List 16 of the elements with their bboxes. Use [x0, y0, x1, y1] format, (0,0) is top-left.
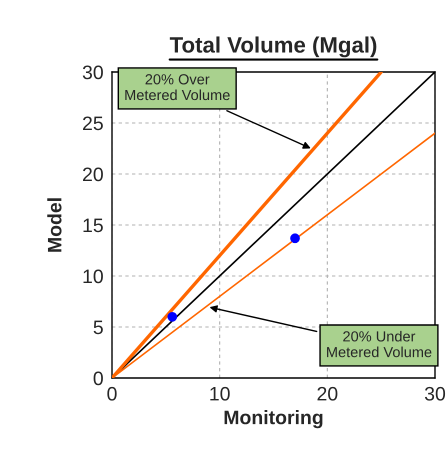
- annotation: 20% Over Metered Volume: [125, 74, 230, 100]
- y-tick-label: 30: [82, 65, 103, 80]
- y-tick-label: 0: [94, 371, 103, 386]
- chart-title: Total Volume (Mgal): [170, 36, 376, 58]
- annotation: 20% Under Metered Volume: [327, 330, 432, 358]
- y-axis-title: Model: [47, 198, 62, 252]
- x-tick-label: 20: [318, 386, 338, 401]
- x-tick-label: 10: [210, 386, 230, 401]
- x-tick-label: 30: [424, 386, 446, 401]
- y-tick-label: 10: [84, 269, 103, 284]
- y-tick-label: 5: [94, 320, 103, 334]
- y-tick-label: 20: [83, 167, 103, 182]
- y-tick-label: 15: [84, 218, 103, 232]
- x-axis-title: Monitoring: [224, 410, 322, 428]
- y-tick-label: 25: [83, 116, 103, 130]
- x-tick-label: 0: [107, 386, 117, 401]
